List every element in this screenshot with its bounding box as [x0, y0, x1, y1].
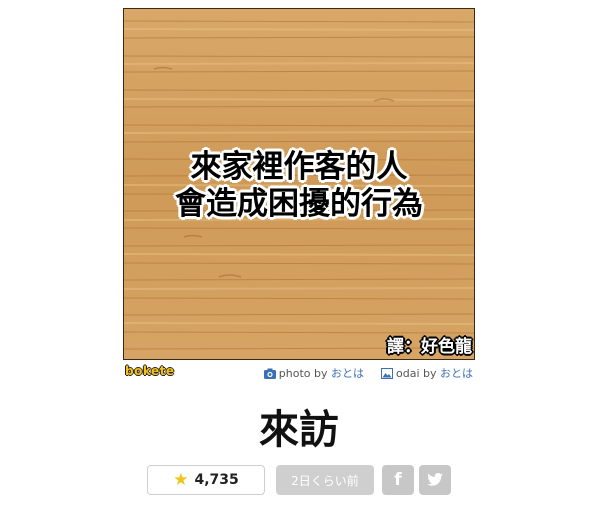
camera-icon	[263, 368, 276, 382]
posted-time-button[interactable]: 2日くらい前	[276, 465, 374, 495]
bamboo-photo: 來家裡作客的人 會造成困擾的行為 譯：好色龍	[123, 8, 475, 360]
star-icon: ★	[173, 469, 189, 490]
wood-texture	[124, 9, 474, 359]
star-count: 4,735	[194, 472, 239, 488]
odai-author-link[interactable]: おとは	[440, 367, 473, 380]
odai-by-label: odai by	[396, 367, 437, 380]
caption-line-2: 會造成困擾的行為	[175, 186, 423, 222]
photo-meta-bar: bokete photo by おとは odai by おとは	[123, 363, 475, 381]
bokete-logo[interactable]: bokete	[125, 364, 175, 378]
photo-by-label: photo by	[278, 367, 328, 380]
facebook-icon: f	[394, 470, 402, 490]
caption-line-1: 來家裡作客的人	[190, 149, 408, 185]
facebook-share-button[interactable]: f	[382, 465, 414, 495]
image-icon	[381, 368, 393, 382]
twitter-icon	[427, 471, 443, 490]
photo-author-link[interactable]: おとは	[331, 367, 364, 380]
translator-credit: 譯：好色龍	[387, 337, 472, 357]
photo-caption: 來家裡作客的人 會造成困擾的行為	[124, 149, 474, 223]
boke-title: 來訪	[259, 407, 339, 453]
twitter-share-button[interactable]	[419, 465, 451, 495]
star-vote-button[interactable]: ★ 4,735	[147, 465, 265, 495]
credits: photo by おとは odai by おとは	[263, 365, 473, 382]
